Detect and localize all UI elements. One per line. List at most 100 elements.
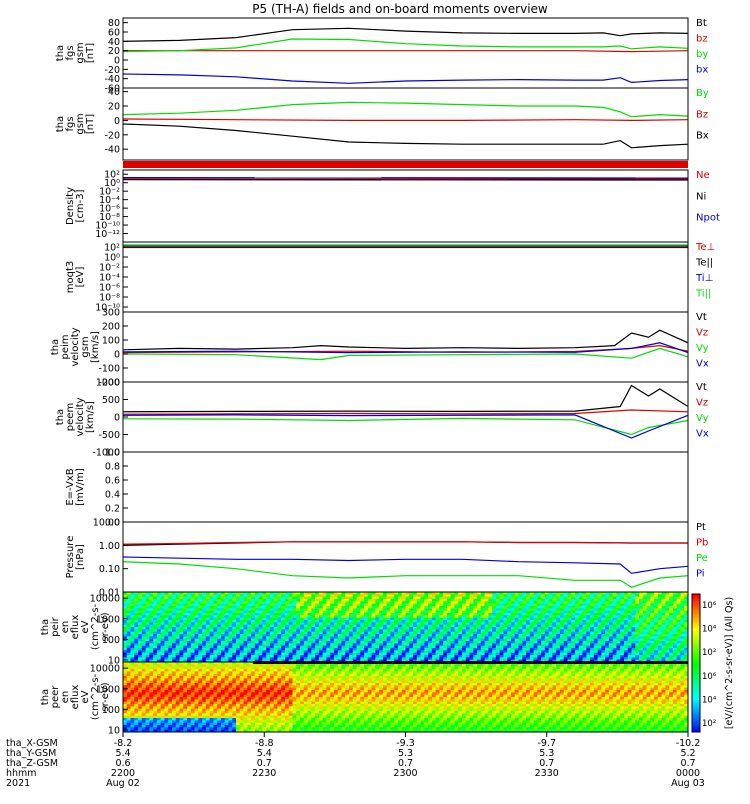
heatmap-cell [300, 627, 304, 630]
series-line-Vx [123, 415, 688, 438]
heatmap-cell [240, 632, 244, 635]
heatmap-cell [549, 639, 553, 642]
heatmap-cell [247, 601, 251, 604]
heatmap-cell [228, 594, 232, 597]
heatmap-cell [142, 681, 146, 684]
heatmap-cell [323, 622, 327, 625]
heatmap-cell [470, 599, 474, 602]
heatmap-cell [635, 648, 639, 651]
heatmap-cell [319, 599, 323, 602]
heatmap-cell [341, 643, 345, 646]
heatmap-cell [255, 606, 259, 609]
heatmap-cell [345, 636, 349, 639]
heatmap-cell [609, 620, 613, 623]
heatmap-cell [571, 650, 575, 653]
y-axis-label: [mV/m] [75, 468, 86, 506]
heatmap-cell [244, 636, 248, 639]
heatmap-cell [398, 622, 402, 625]
heatmap-cell [488, 608, 492, 611]
heatmap-cell [262, 655, 266, 658]
heatmap-cell [319, 650, 323, 653]
heatmap-cell [541, 639, 545, 642]
heatmap-cell [164, 604, 168, 607]
heatmap-cell [579, 634, 583, 637]
heatmap-cell [138, 618, 142, 621]
heatmap-cell [515, 632, 519, 635]
heatmap-cell [315, 657, 319, 660]
heatmap-cell [466, 611, 470, 614]
heatmap-cell [251, 608, 255, 611]
heatmap-cell [349, 657, 353, 660]
heatmap-cell [647, 646, 651, 649]
heatmap-cell [428, 622, 432, 625]
heatmap-cell [632, 627, 636, 630]
heatmap-cell [473, 622, 477, 625]
heatmap-cell [473, 613, 477, 616]
y-tick-label: 0 [114, 116, 120, 127]
heatmap-cell [232, 622, 236, 625]
heatmap-cell [443, 657, 447, 660]
heatmap-cell [274, 629, 278, 632]
heatmap-cell [616, 657, 620, 660]
heatmap-cell [436, 618, 440, 621]
heatmap-cell [451, 650, 455, 653]
heatmap-cell [398, 608, 402, 611]
heatmap-cell [157, 636, 161, 639]
heatmap-cell [605, 594, 609, 597]
heatmap-cell [326, 636, 330, 639]
heatmap-cell [262, 650, 266, 653]
heatmap-cell [206, 599, 210, 602]
heatmap-cell [383, 608, 387, 611]
heatmap-cell [605, 618, 609, 621]
heatmap-cell [308, 655, 312, 658]
heatmap-cell [406, 622, 410, 625]
heatmap-cell [466, 601, 470, 604]
heatmap-cell [470, 615, 474, 618]
heatmap-cell [594, 629, 598, 632]
heatmap-cell [519, 632, 523, 635]
heatmap-cell [470, 636, 474, 639]
heatmap-cell [665, 646, 669, 649]
heatmap-cell [398, 606, 402, 609]
heatmap-cell [225, 643, 229, 646]
heatmap-cell [131, 725, 135, 728]
heatmap-cell [262, 629, 266, 632]
heatmap-cell [127, 620, 131, 623]
heatmap-cell [255, 597, 259, 600]
heatmap-cell [383, 648, 387, 651]
heatmap-cell [236, 643, 240, 646]
heatmap-cell [571, 622, 575, 625]
heatmap-cell [202, 599, 206, 602]
heatmap-cell [594, 620, 598, 623]
heatmap-cell [481, 606, 485, 609]
heatmap-cell [394, 629, 398, 632]
heatmap-cell [398, 641, 402, 644]
heatmap-cell [266, 594, 270, 597]
heatmap-cell [470, 634, 474, 637]
heatmap-cell [680, 625, 684, 628]
heatmap-cell [217, 606, 221, 609]
heatmap-cell [590, 601, 594, 604]
heatmap-cell [383, 627, 387, 630]
legend-label: Ti|| [695, 289, 711, 300]
heatmap-cell [662, 599, 666, 602]
heatmap-cell [142, 716, 146, 719]
series-line-Pi [123, 557, 688, 573]
heatmap-cell [598, 594, 602, 597]
heatmap-cell [146, 643, 150, 646]
heatmap-cell [428, 601, 432, 604]
heatmap-cell [598, 615, 602, 618]
heatmap-cell [662, 601, 666, 604]
heatmap-cell [616, 613, 620, 616]
heatmap-cell [534, 599, 538, 602]
heatmap-cell [481, 601, 485, 604]
heatmap-cell [609, 653, 613, 656]
heatmap-cell [500, 611, 504, 614]
heatmap-cell [680, 641, 684, 644]
heatmap-cell [394, 627, 398, 630]
heatmap-cell [168, 604, 172, 607]
heatmap-cell [500, 643, 504, 646]
heatmap-cell [315, 655, 319, 658]
heatmap-cell [221, 618, 225, 621]
heatmap-cell [387, 648, 391, 651]
